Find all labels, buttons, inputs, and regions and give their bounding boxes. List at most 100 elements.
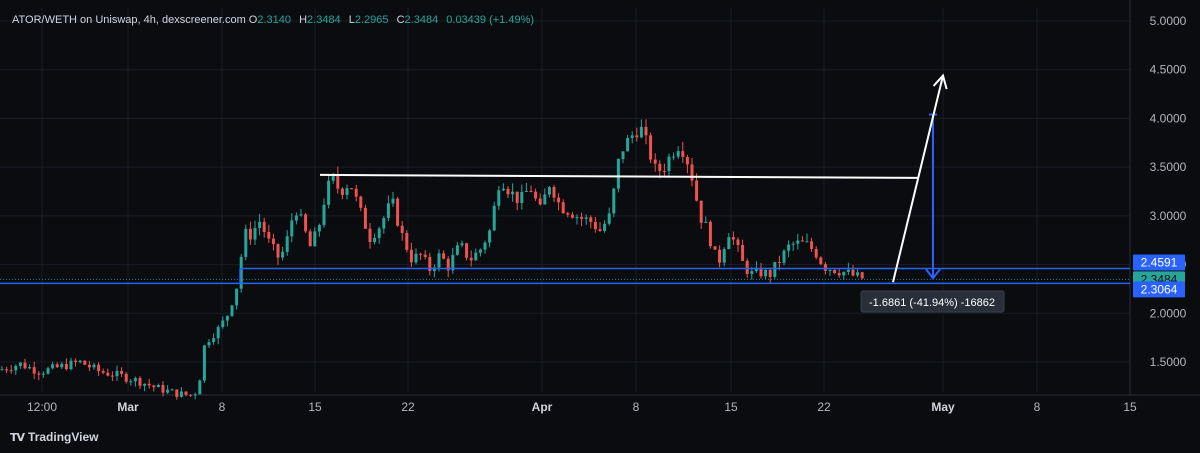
candle [589, 215, 593, 229]
candle [593, 216, 597, 233]
candle [856, 268, 860, 278]
price-badge: 2.4591 [1133, 254, 1185, 271]
candle [133, 376, 137, 387]
candle [791, 241, 795, 251]
candle-body [681, 151, 685, 157]
candle [773, 262, 777, 280]
candle-body [9, 370, 13, 372]
candle [708, 220, 712, 249]
candle [124, 372, 128, 384]
candle-body [97, 364, 101, 372]
x-tick-label: 8 [633, 400, 640, 414]
candle [74, 358, 78, 367]
candle-body [350, 188, 354, 190]
candle [437, 249, 441, 272]
candle-body [327, 180, 331, 205]
candle-body [787, 244, 791, 251]
candle-body [603, 223, 607, 231]
candle [46, 366, 50, 375]
candle-body [598, 229, 602, 231]
candle [354, 184, 358, 202]
x-tick-label: May [931, 400, 955, 414]
candle-body [409, 249, 413, 263]
candle-body [299, 214, 303, 216]
candle [317, 223, 321, 237]
candle [704, 216, 708, 223]
candle-body [465, 243, 469, 258]
candle-body [593, 221, 597, 230]
candle [736, 237, 740, 252]
candle [0, 366, 4, 371]
resistance-line [319, 173, 919, 179]
candle-body [506, 188, 510, 195]
candle [800, 235, 804, 242]
candle-body [322, 204, 326, 226]
candle-body [285, 236, 289, 252]
candle [106, 368, 110, 377]
candle [5, 366, 9, 374]
candle-body [138, 378, 142, 386]
tradingview-brand[interactable]: TV TradingView [10, 430, 99, 444]
candle [336, 166, 340, 194]
open-key: O [248, 14, 258, 26]
candle-body [267, 232, 271, 239]
candle-body [557, 197, 561, 203]
candle-body [340, 188, 344, 195]
candle-body [520, 191, 524, 204]
candle-body [110, 375, 114, 377]
candle [377, 226, 381, 244]
candle-body [718, 249, 722, 263]
candle [110, 371, 114, 382]
candle [294, 212, 298, 225]
candle [313, 227, 317, 247]
y-tick-label: 4.0000 [1150, 111, 1187, 125]
candle [649, 132, 653, 164]
candle-body [235, 288, 239, 306]
candle-body [814, 248, 818, 258]
candle-body [423, 254, 427, 257]
candle [759, 262, 763, 279]
candle [446, 255, 450, 278]
candle [152, 384, 156, 392]
candle-body [230, 305, 234, 316]
candle [584, 214, 588, 225]
candle-body [382, 217, 386, 229]
candle [285, 230, 289, 256]
candle-body [823, 264, 827, 271]
candle-body [0, 369, 4, 371]
candle-body [455, 245, 459, 255]
candle-body [437, 253, 441, 268]
candle-body [731, 237, 735, 240]
candle [860, 271, 864, 280]
candle [363, 204, 367, 230]
candle-body [708, 221, 712, 247]
candle-body [851, 269, 855, 276]
candle-body [189, 394, 193, 396]
candle [460, 240, 464, 248]
candle [225, 315, 229, 327]
candle [644, 119, 648, 145]
candle [695, 173, 699, 202]
x-tick-label: Apr [532, 400, 553, 414]
candle [83, 360, 87, 366]
candle [138, 376, 142, 390]
candle [23, 358, 27, 370]
candle [713, 246, 717, 250]
candle [87, 360, 91, 372]
candle [501, 183, 505, 192]
candles [0, 119, 864, 400]
candle [327, 175, 331, 209]
candle [221, 316, 225, 329]
brand-name: TradingView [28, 430, 99, 444]
candle-body [800, 240, 804, 242]
candle-body [442, 253, 446, 259]
candle [55, 362, 59, 369]
candle-body [41, 373, 45, 375]
tradingview-logo-icon: TV [10, 430, 25, 444]
candle-body [405, 233, 409, 250]
candle [207, 338, 211, 348]
candle-body [810, 241, 814, 249]
candle-body [239, 256, 243, 289]
